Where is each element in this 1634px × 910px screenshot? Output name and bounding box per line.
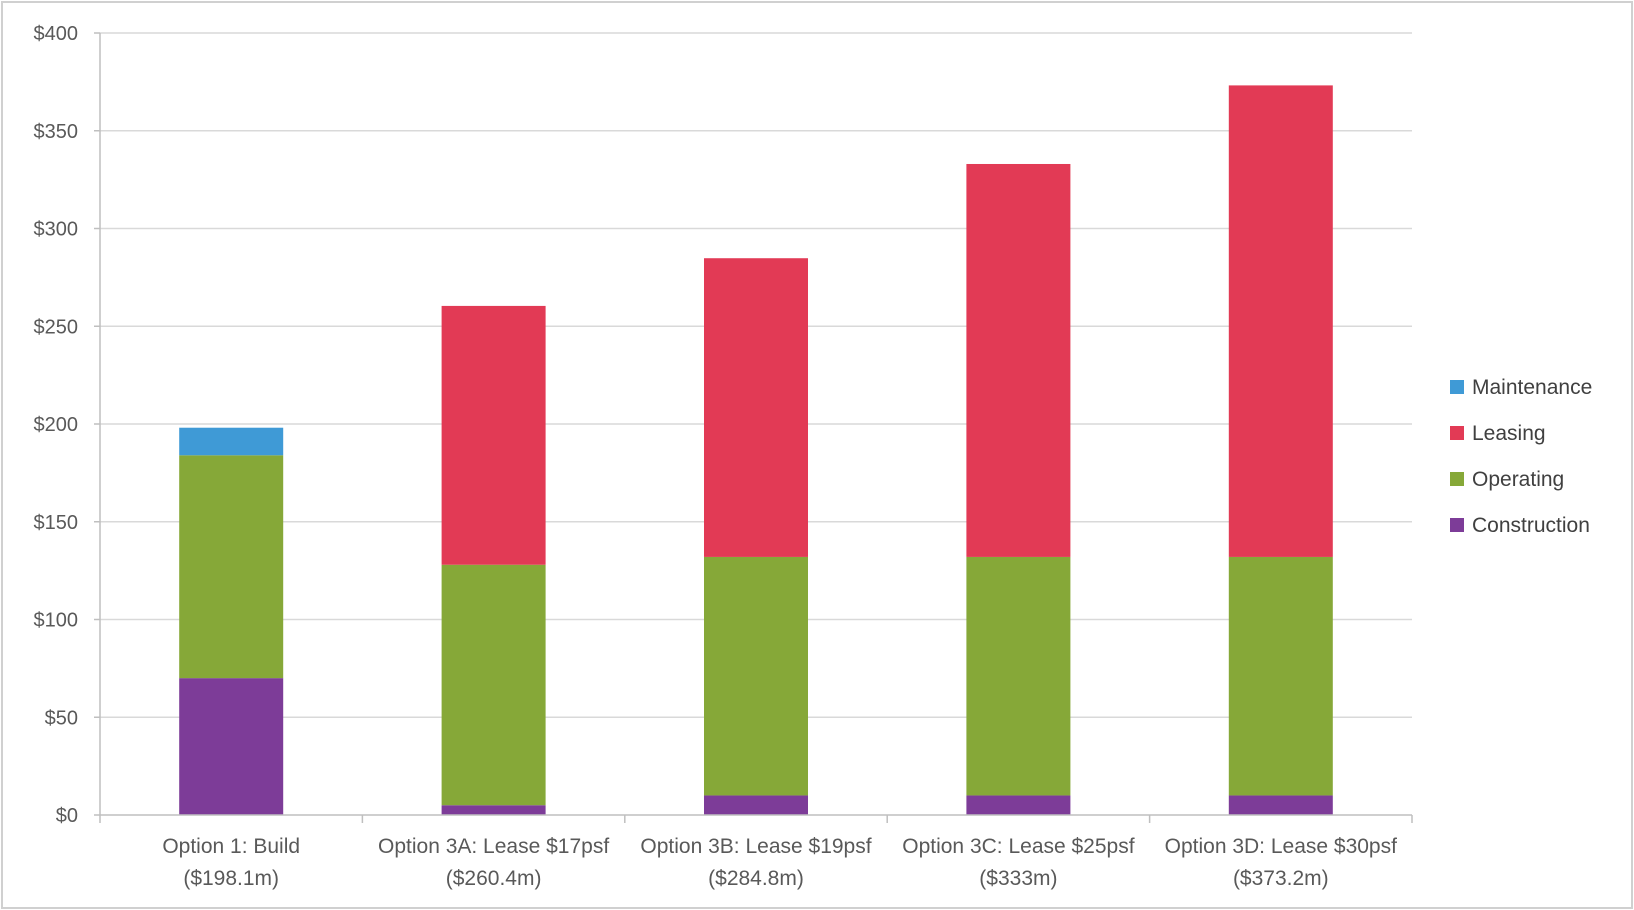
x-category-total-label: ($284.8m) [708,867,804,890]
y-tick-label: $150 [34,512,79,534]
bar-segment-construction [1228,795,1333,815]
bar-segment-leasing [966,163,1071,557]
bar-segment-construction [704,795,808,815]
x-category-label: Option 1: Build [162,835,300,858]
x-category-total-label: ($260.4m) [446,867,542,890]
legend-label-construction: Construction [1472,514,1590,537]
bar-segment-maintenance [179,427,284,456]
y-tick-label: $100 [34,610,79,632]
y-tick-label: $400 [34,23,79,45]
y-tick-label: $350 [34,121,79,143]
legend-swatch-operating [1450,472,1464,486]
x-category-label: Option 3B: Lease $19psf [640,835,871,858]
x-category-total-label: ($333m) [979,867,1057,890]
legend-swatch-maintenance [1450,380,1464,394]
legend-label-leasing: Leasing [1472,422,1546,445]
bar-segment-construction [441,805,546,815]
legend-label-operating: Operating [1472,468,1564,491]
bar-segment-leasing [441,305,546,565]
y-tick-label: $250 [34,316,79,338]
x-category-total-label: ($198.1m) [183,867,279,890]
legend: Maintenance Leasing Operating Construction [1450,376,1592,537]
bar-segment-operating [966,556,1071,796]
bar-segment-operating [441,564,546,806]
legend-swatch-construction [1450,518,1464,532]
bar-segment-operating [179,455,284,679]
bars [179,85,1333,815]
legend-swatch-leasing [1450,426,1464,440]
bar-segment-leasing [1228,85,1333,557]
x-category-total-label: ($373.2m) [1233,867,1329,890]
x-axis: Option 1: Build ($198.1m) Option 3A: Lease… [94,32,1413,890]
y-tick-label: $200 [34,414,79,436]
bar-segment-leasing [704,258,808,557]
x-category-label: Option 3A: Lease $17psf [378,835,609,858]
y-tick-label: $300 [34,219,79,241]
y-axis-ticks: $0 $50 $100 $150 $200 $250 $300 $350 $400 [34,23,79,827]
legend-label-maintenance: Maintenance [1472,376,1592,399]
y-tick-label: $50 [45,707,78,729]
x-category-label: Option 3C: Lease $25psf [902,835,1134,858]
bar-segment-operating [1228,556,1333,796]
bar-segment-construction [179,678,284,815]
x-category-label: Option 3D: Lease $30psf [1165,835,1397,858]
bar-segment-operating [704,556,808,796]
y-tick-label: $0 [56,805,78,827]
bar-segment-construction [966,795,1071,815]
